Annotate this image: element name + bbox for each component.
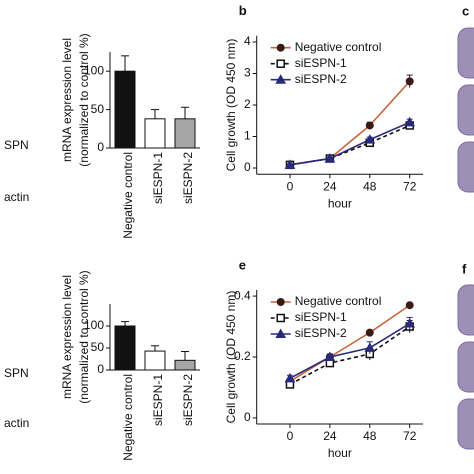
blot-label: SPN bbox=[4, 366, 29, 380]
bar bbox=[144, 118, 166, 149]
y-tick-label: 100 bbox=[84, 318, 104, 332]
marker bbox=[404, 116, 416, 127]
marker bbox=[284, 372, 296, 383]
x-tick-label: 0 bbox=[287, 429, 294, 443]
marker bbox=[324, 351, 336, 361]
y-tick-label: 0 bbox=[244, 160, 251, 174]
legend-label: siESPN-1 bbox=[295, 56, 347, 70]
y-axis-label: Cell growth (OD 450 nm) bbox=[224, 39, 238, 172]
blot-label: actin bbox=[4, 416, 29, 430]
legend-label: Negative control bbox=[295, 40, 382, 54]
marker bbox=[405, 77, 414, 86]
marker bbox=[364, 342, 376, 352]
y-axis-label: (normalized to control %) bbox=[77, 33, 91, 166]
y-tick-label: 0 bbox=[244, 410, 251, 424]
x-tick-label: Negative control bbox=[121, 374, 135, 461]
blot-label: SPN bbox=[4, 138, 29, 152]
marker bbox=[364, 134, 376, 144]
x-tick-label: 24 bbox=[323, 179, 337, 193]
y-tick-label: 4 bbox=[244, 34, 251, 48]
legend-label: Negative control bbox=[295, 294, 382, 308]
panel-label: e bbox=[239, 257, 246, 272]
legend-label: siESPN-2 bbox=[295, 326, 347, 340]
y-tick-label: 50 bbox=[91, 102, 105, 116]
marker bbox=[276, 313, 285, 323]
y-tick-label: 2 bbox=[244, 97, 251, 111]
marker bbox=[275, 328, 287, 338]
y-axis-label: Cell growth (OD 450 nm) bbox=[224, 291, 238, 424]
marker bbox=[405, 301, 414, 310]
series-line bbox=[289, 325, 411, 386]
series-line bbox=[289, 124, 411, 166]
bar bbox=[144, 350, 166, 371]
bar bbox=[174, 359, 196, 371]
marker bbox=[365, 121, 374, 130]
x-tick-label: siESPN-1 bbox=[151, 374, 165, 426]
x-tick-label: siESPN-2 bbox=[181, 152, 195, 204]
x-tick-label: siESPN-1 bbox=[151, 152, 165, 204]
x-tick-label: 48 bbox=[363, 429, 377, 443]
x-tick-label: 0 bbox=[287, 179, 294, 193]
y-tick-label: 1 bbox=[244, 129, 251, 143]
series-line bbox=[289, 80, 411, 166]
y-axis-label: (normalized to control %) bbox=[77, 270, 91, 403]
marker bbox=[365, 328, 374, 337]
marker bbox=[276, 43, 285, 52]
x-axis-label: hour bbox=[328, 446, 352, 460]
blot-label: actin bbox=[4, 190, 29, 204]
legend-label: siESPN-2 bbox=[295, 72, 347, 86]
marker bbox=[276, 59, 285, 68]
bar bbox=[114, 70, 136, 149]
x-tick-label: Negative control bbox=[121, 152, 135, 239]
panel-label: b bbox=[239, 3, 247, 18]
y-tick-label: 3 bbox=[244, 66, 251, 80]
marker bbox=[324, 153, 336, 163]
y-tick-label: 0.2 bbox=[234, 349, 251, 363]
x-tick-label: 48 bbox=[363, 179, 377, 193]
y-tick-label: 0.4 bbox=[234, 288, 251, 302]
series-line bbox=[289, 304, 411, 383]
panel-label: f bbox=[462, 261, 467, 276]
marker bbox=[404, 317, 416, 328]
x-tick-label: siESPN-2 bbox=[181, 374, 195, 426]
panel-label: c bbox=[462, 3, 469, 18]
y-tick-label: 100 bbox=[84, 63, 104, 77]
y-axis-label: mRNA expression level bbox=[60, 275, 74, 399]
well-images bbox=[457, 27, 474, 450]
x-tick-label: 24 bbox=[323, 429, 337, 443]
marker bbox=[275, 74, 287, 84]
bar bbox=[174, 118, 196, 149]
y-tick-label: 50 bbox=[91, 340, 105, 354]
x-tick-label: 72 bbox=[403, 179, 417, 193]
series-line bbox=[289, 121, 411, 166]
marker bbox=[276, 298, 285, 306]
x-axis-label: hour bbox=[328, 196, 352, 210]
marker bbox=[284, 159, 296, 169]
x-tick-label: 72 bbox=[403, 429, 417, 443]
y-axis-label: mRNA expression level bbox=[60, 38, 74, 162]
y-tick-label: 0 bbox=[97, 140, 104, 154]
legend-label: siESPN-1 bbox=[295, 310, 347, 324]
bar bbox=[114, 325, 136, 371]
y-tick-label: 0 bbox=[97, 362, 104, 376]
series-line bbox=[289, 322, 411, 380]
